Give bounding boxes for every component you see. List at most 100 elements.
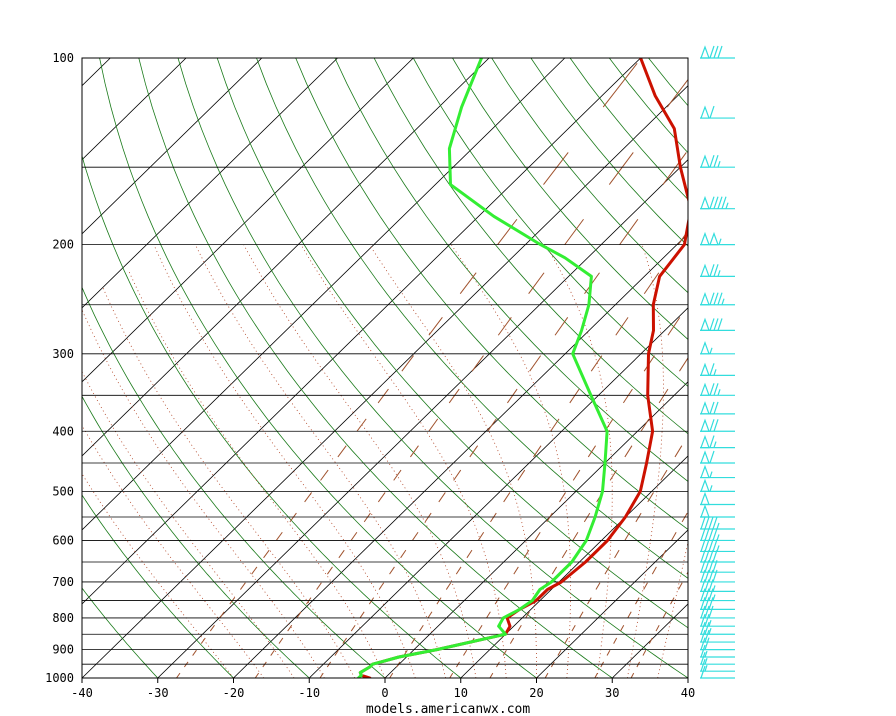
wind-barb	[700, 549, 735, 563]
mixing-ratio-dash	[263, 549, 270, 559]
mixing-ratio-dash	[477, 531, 485, 541]
mixing-ratio-dash	[554, 317, 569, 336]
mixing-ratio-dash	[517, 469, 526, 481]
mixing-ratio-dash	[393, 469, 402, 481]
mixing-ratio-dash	[529, 355, 542, 372]
mixing-ratio-dash	[752, 389, 760, 403]
dry-adiabat-line	[82, 286, 386, 678]
wind-barb-half	[708, 628, 712, 635]
mixing-ratio-dash	[767, 419, 774, 431]
wind-barb-flag	[700, 362, 710, 376]
wind-barb-full	[704, 629, 710, 643]
mixing-ratio-dash	[622, 388, 633, 404]
wind-barb-half	[713, 441, 717, 448]
wind-barb-full	[709, 264, 715, 277]
wind-barb-full	[712, 549, 718, 563]
dry-adiabat-line	[295, 58, 688, 531]
wind-barb-full	[700, 516, 706, 530]
mixing-ratio-dash	[419, 624, 424, 632]
mixing-ratio-dash	[559, 492, 566, 503]
mixing-ratio-dash	[449, 672, 454, 678]
wind-barb-full	[704, 614, 710, 627]
wind-barb	[700, 605, 735, 619]
mixing-ratio-dash	[651, 566, 657, 575]
wind-barb	[700, 528, 735, 542]
mixing-ratio-dash	[583, 512, 591, 523]
mixing-ratio-dash	[219, 611, 225, 619]
wind-barb	[700, 622, 735, 635]
mixing-ratio-dash	[316, 582, 322, 590]
dry-adiabat-line	[727, 58, 896, 678]
mixing-ratio-dash	[572, 469, 581, 481]
wind-barb	[700, 504, 735, 518]
dry-adiabat-line	[491, 58, 688, 294]
mixing-ratio-dash	[691, 419, 699, 431]
wind-barb-full	[708, 516, 714, 530]
dry-adiabat-line	[373, 58, 688, 435]
y-tick-label: 400	[52, 424, 74, 438]
isotherm-line	[82, 58, 414, 383]
mixing-ratio-dash	[389, 672, 394, 678]
mixing-ratio-dash	[337, 445, 347, 458]
mixing-ratio-dash	[694, 492, 700, 501]
mixing-ratio-dash	[289, 512, 297, 523]
x-tick-label: 30	[605, 686, 619, 700]
mixing-ratio-dash	[459, 272, 477, 295]
mixing-ratio-dash	[655, 624, 660, 632]
wind-barb	[700, 291, 735, 306]
wind-barb-full	[709, 45, 715, 59]
mixing-ratio-dash	[240, 582, 246, 590]
mixing-ratio-dash	[643, 582, 648, 590]
mixing-ratio-dash	[319, 672, 324, 678]
wind-barb-full	[700, 644, 706, 658]
mixing-ratio-dash	[572, 531, 579, 541]
mixing-ratio-dash	[543, 152, 569, 185]
mixing-ratio-dash	[753, 446, 759, 457]
mixing-ratio-dash	[735, 419, 742, 431]
wind-barb-full	[709, 419, 715, 432]
wind-barb-full	[709, 154, 715, 168]
wind-barb-full	[708, 597, 714, 610]
mixing-ratio-dash	[720, 152, 743, 184]
mixing-ratio-dash	[400, 549, 407, 559]
wind-barb	[700, 154, 735, 168]
wind-barb	[700, 559, 735, 573]
wind-barb-flag	[700, 45, 710, 59]
wind-barb-half	[717, 389, 721, 396]
mixing-ratio-dash	[678, 582, 683, 590]
dry-adiabat-line	[569, 58, 688, 201]
wind-barb-flag	[700, 401, 710, 415]
mixing-ratio-dash	[438, 492, 446, 503]
wind-barb-full	[700, 651, 706, 665]
mixing-ratio-dash	[608, 152, 634, 185]
wind-barb-full	[721, 196, 727, 209]
isotherm-line	[82, 58, 338, 309]
wind-barb-full	[717, 196, 723, 209]
moist-adiabat-line	[300, 244, 507, 678]
mixing-ratio-dash	[275, 531, 283, 541]
wind-barb-full	[700, 637, 706, 650]
wind-barb-half	[704, 664, 708, 672]
mixing-ratio-dash	[803, 356, 812, 372]
mixing-ratio-dash	[662, 152, 687, 185]
mixing-ratio-dash	[428, 418, 439, 432]
mixing-ratio-dash	[455, 566, 462, 575]
wind-barb-full	[713, 318, 719, 331]
wind-barb-full	[700, 605, 706, 619]
wind-barb	[700, 516, 735, 530]
wind-barb-flag	[700, 195, 710, 210]
wind-barb-full	[700, 539, 706, 552]
mixing-ratio-dash	[686, 571, 688, 575]
wind-barb-half	[717, 270, 721, 277]
moist-adiabat-line	[657, 539, 688, 678]
mixing-ratio-dash	[469, 445, 479, 458]
mixing-ratio-dash	[377, 388, 389, 404]
mixing-ratio-dash	[849, 219, 865, 244]
mixing-ratio-dash	[478, 624, 483, 632]
wind-barb-full	[708, 549, 714, 563]
dry-adiabat-line	[884, 58, 896, 678]
mixing-ratio-dash	[359, 611, 365, 619]
mixing-ratio-dash	[254, 672, 260, 678]
wind-barb	[700, 195, 735, 210]
